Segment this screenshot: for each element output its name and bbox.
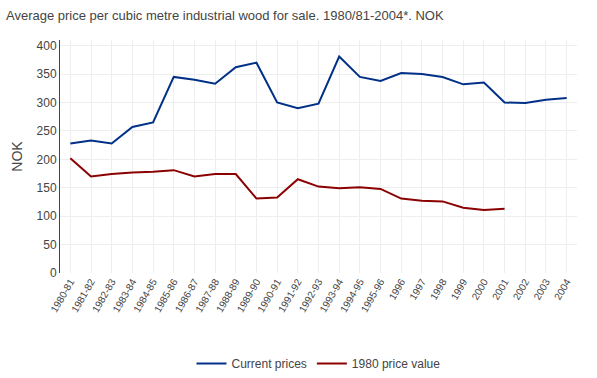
svg-text:1983-84: 1983-84 xyxy=(111,277,139,315)
svg-text:1985-86: 1985-86 xyxy=(152,277,180,315)
svg-text:2000: 2000 xyxy=(469,277,490,302)
svg-text:1991-92: 1991-92 xyxy=(276,277,304,315)
svg-text:2004: 2004 xyxy=(552,277,573,302)
svg-text:1998: 1998 xyxy=(428,277,449,302)
svg-text:1999: 1999 xyxy=(449,277,470,302)
svg-text:1989-90: 1989-90 xyxy=(235,277,263,315)
svg-text:200: 200 xyxy=(37,153,57,167)
svg-text:1984-85: 1984-85 xyxy=(131,277,159,315)
svg-text:1987-88: 1987-88 xyxy=(193,277,221,315)
svg-text:350: 350 xyxy=(37,67,57,81)
svg-text:Current prices: Current prices xyxy=(232,357,307,371)
svg-text:1980-81: 1980-81 xyxy=(49,277,77,315)
svg-text:1988-89: 1988-89 xyxy=(214,277,242,315)
svg-text:0: 0 xyxy=(50,266,57,280)
svg-text:150: 150 xyxy=(37,181,57,195)
svg-text:400: 400 xyxy=(37,39,57,53)
svg-text:1993-94: 1993-94 xyxy=(317,277,345,315)
svg-text:2001: 2001 xyxy=(490,277,511,302)
svg-text:1992-93: 1992-93 xyxy=(297,277,325,315)
svg-text:1995-96: 1995-96 xyxy=(359,277,387,315)
svg-text:300: 300 xyxy=(37,96,57,110)
svg-text:1994-95: 1994-95 xyxy=(338,277,366,315)
svg-text:250: 250 xyxy=(37,124,57,138)
svg-text:Average price per cubic metre: Average price per cubic metre industrial… xyxy=(6,8,444,23)
svg-text:1990-91: 1990-91 xyxy=(255,277,283,315)
svg-text:1997: 1997 xyxy=(407,277,428,302)
svg-text:1982-83: 1982-83 xyxy=(90,277,118,315)
svg-text:2003: 2003 xyxy=(531,277,552,302)
svg-text:50: 50 xyxy=(43,238,57,252)
svg-text:1986-87: 1986-87 xyxy=(173,277,201,315)
svg-text:1981-82: 1981-82 xyxy=(69,277,97,315)
svg-text:1996: 1996 xyxy=(387,277,408,302)
svg-text:NOK: NOK xyxy=(9,141,25,172)
svg-text:2002: 2002 xyxy=(511,277,532,302)
svg-text:1980 price value: 1980 price value xyxy=(352,357,440,371)
svg-text:100: 100 xyxy=(37,209,57,223)
